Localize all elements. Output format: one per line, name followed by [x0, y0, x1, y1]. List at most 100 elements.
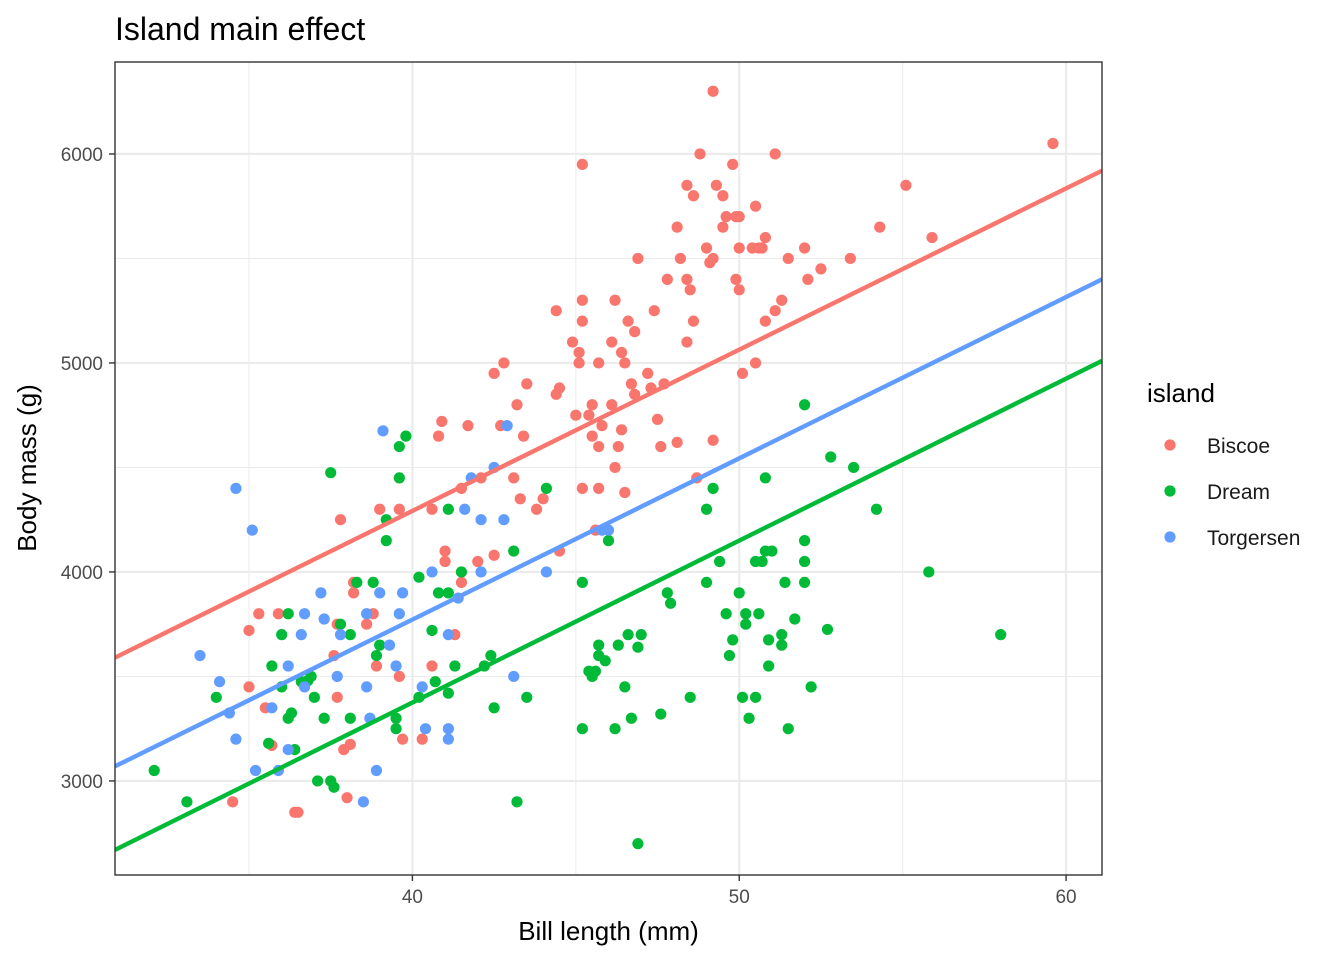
y-tick-label: 4000	[61, 563, 103, 584]
point-biscoe	[802, 273, 814, 285]
point-torgersen	[282, 660, 294, 672]
point-biscoe	[700, 242, 713, 254]
point-dream	[776, 629, 788, 641]
point-biscoe	[684, 284, 696, 296]
point-biscoe	[521, 378, 533, 390]
point-torgersen	[298, 681, 311, 693]
point-dream	[455, 566, 468, 578]
point-biscoe	[596, 420, 608, 432]
point-dream	[426, 624, 438, 637]
point-biscoe	[720, 211, 732, 223]
point-torgersen	[459, 503, 471, 515]
legend-key-torgersen	[1164, 531, 1176, 543]
point-biscoe	[651, 413, 664, 425]
point-torgersen	[361, 681, 373, 693]
point-biscoe	[576, 482, 588, 494]
point-dream	[442, 687, 454, 699]
point-biscoe	[426, 503, 438, 515]
point-biscoe	[674, 252, 687, 265]
point-biscoe	[798, 242, 811, 254]
point-biscoe	[553, 382, 566, 394]
point-dream	[733, 587, 745, 599]
point-dream	[753, 608, 765, 620]
point-biscoe	[844, 252, 856, 265]
point-biscoe	[694, 148, 706, 160]
point-biscoe	[593, 482, 605, 494]
point-dream	[449, 660, 461, 672]
point-dream	[390, 712, 402, 724]
point-biscoe	[537, 493, 549, 505]
point-dream	[766, 545, 778, 557]
point-biscoe	[439, 555, 451, 568]
point-biscoe	[439, 545, 451, 557]
point-torgersen	[361, 608, 373, 620]
point-dream	[312, 775, 324, 787]
point-biscoe	[455, 576, 468, 589]
point-dream	[763, 634, 775, 646]
point-biscoe	[488, 549, 500, 561]
point-torgersen	[602, 524, 615, 536]
point-biscoe	[361, 618, 373, 630]
point-biscoe	[619, 486, 631, 499]
point-torgersen	[377, 425, 389, 437]
point-dream	[599, 655, 611, 667]
point-dream	[619, 681, 631, 693]
point-biscoe	[707, 85, 719, 97]
point-dream	[749, 691, 762, 703]
x-tick-label: 40	[402, 887, 423, 908]
point-torgersen	[334, 629, 347, 641]
x-axis-title: Bill length (mm)	[518, 916, 699, 946]
y-tick-label: 6000	[61, 145, 103, 166]
point-dream	[727, 634, 739, 646]
point-biscoe	[717, 221, 729, 233]
point-torgersen	[498, 514, 510, 526]
point-biscoe	[681, 336, 693, 348]
point-dream	[380, 535, 392, 547]
point-biscoe	[511, 399, 523, 411]
fit-line-biscoe	[115, 168, 1102, 660]
point-torgersen	[213, 676, 226, 688]
point-biscoe	[576, 294, 588, 306]
point-biscoe	[687, 315, 700, 327]
point-dream	[602, 535, 615, 547]
data-layer	[115, 85, 1102, 852]
point-biscoe	[573, 357, 585, 369]
point-dream	[400, 430, 412, 442]
point-biscoe	[681, 179, 693, 191]
point-torgersen	[194, 649, 206, 662]
point-biscoe	[609, 294, 621, 306]
point-biscoe	[606, 399, 618, 411]
point-dream	[612, 639, 624, 651]
point-biscoe	[874, 221, 886, 233]
point-biscoe	[759, 315, 771, 327]
point-torgersen	[416, 681, 428, 693]
point-torgersen	[331, 670, 343, 683]
point-biscoe	[331, 691, 343, 703]
point-biscoe	[717, 190, 729, 202]
point-biscoe	[570, 409, 582, 421]
point-biscoe	[432, 430, 445, 442]
point-biscoe	[393, 503, 405, 515]
point-torgersen	[540, 566, 553, 578]
point-dream	[736, 691, 749, 703]
point-dream	[779, 576, 791, 589]
point-torgersen	[230, 733, 242, 745]
point-biscoe	[393, 670, 405, 683]
point-dream	[609, 723, 621, 735]
point-torgersen	[383, 639, 396, 651]
point-dream	[276, 629, 288, 641]
point-dream	[308, 691, 320, 703]
point-dream	[508, 545, 520, 557]
point-biscoe	[629, 388, 641, 400]
point-dream	[374, 639, 386, 651]
point-dream	[789, 613, 801, 625]
point-dream	[655, 708, 667, 720]
point-dream	[740, 618, 752, 630]
point-dream	[632, 838, 644, 850]
point-dream	[442, 587, 454, 599]
point-dream	[684, 691, 696, 703]
point-dream	[589, 665, 602, 677]
point-torgersen	[419, 723, 432, 735]
legend-key-dream	[1164, 485, 1176, 497]
point-biscoe	[243, 681, 255, 693]
